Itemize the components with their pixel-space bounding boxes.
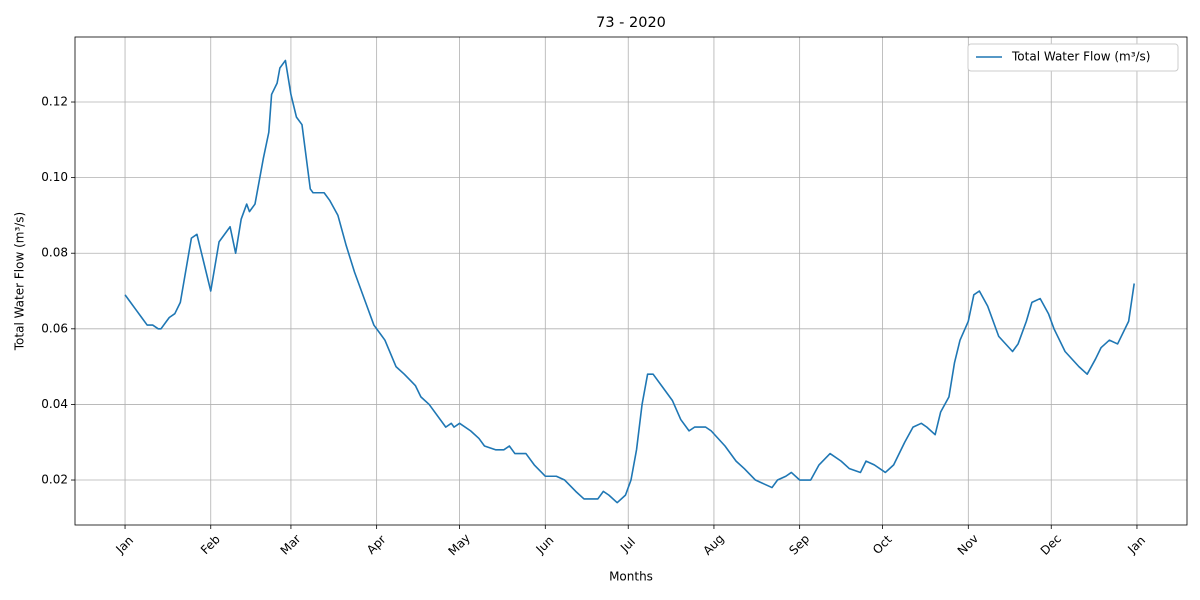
y-tick-label: 0.04 [41, 397, 68, 411]
data-line [124, 59, 1135, 504]
y-tick-label: 0.10 [41, 170, 68, 184]
x-tick-label: Mar [278, 532, 304, 558]
x-tick-label: Jun [533, 533, 557, 557]
x-tick-label: Nov [955, 531, 981, 557]
legend-box [967, 43, 1179, 72]
y-tick-label: 0.06 [41, 321, 68, 335]
y-tick-label: 0.08 [41, 246, 68, 260]
x-tick-label: Jan [1124, 533, 1148, 557]
x-tick-label: Apr [364, 532, 389, 557]
y-tick-label: 0.12 [41, 95, 68, 109]
x-tick-label: Dec [1038, 531, 1064, 557]
chart-title: 73 - 2020 [596, 15, 666, 31]
x-tick-label: Aug [700, 531, 726, 557]
x-tick-label: Jan [112, 533, 136, 557]
x-tick-label: Sep [786, 532, 812, 558]
x-tick-label: Feb [198, 532, 223, 557]
x-tick-label: Jul [617, 535, 638, 556]
x-tick-label: May [446, 531, 473, 558]
y-axis-label: Total Water Flow (m³/s) [13, 212, 27, 352]
x-axis-label: Months [609, 570, 653, 584]
plot-frame [74, 36, 1188, 526]
y-tick-label: 0.02 [41, 473, 68, 487]
x-tick-label: Oct [870, 532, 895, 557]
legend-label: Total Water Flow (m³/s) [1011, 50, 1151, 64]
